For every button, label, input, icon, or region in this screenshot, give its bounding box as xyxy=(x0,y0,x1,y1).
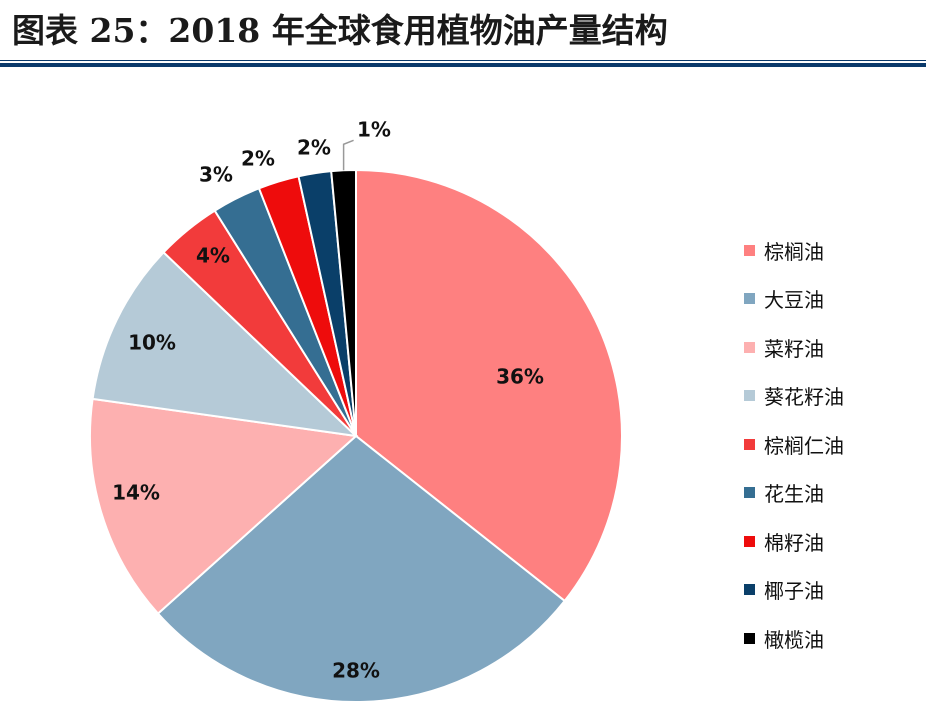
legend-swatch xyxy=(744,487,755,499)
chart-legend: 棕榈油大豆油菜籽油葵花籽油棕榈仁油花生油棉籽油椰子油橄榄油 xyxy=(744,226,924,663)
pie-label-1: 36% xyxy=(496,365,544,389)
legend-swatch xyxy=(744,244,755,256)
legend-label: 橄榄油 xyxy=(764,627,824,652)
chart-title: 图表 25：2018 年全球食用植物油产量结构 xyxy=(12,11,668,50)
legend-label: 葵花籽油 xyxy=(764,385,844,410)
pie-label-2: 28% xyxy=(332,659,380,683)
legend-item-9: 橄榄油 xyxy=(744,614,924,663)
pie-slices xyxy=(89,168,623,703)
legend-item-6: 花生油 xyxy=(744,469,924,518)
leader-line xyxy=(342,139,354,171)
legend-swatch xyxy=(744,632,755,644)
pie-label-9: 1% xyxy=(357,118,391,142)
legend-swatch xyxy=(744,341,755,353)
pie-slice-3 xyxy=(89,397,359,615)
pie-label-7: 2% xyxy=(241,147,275,171)
legend-item-7: 棉籽油 xyxy=(744,517,924,566)
legend-item-5: 棕榈仁油 xyxy=(744,420,924,469)
legend-label: 花生油 xyxy=(764,482,824,507)
legend-label: 椰子油 xyxy=(764,579,824,604)
legend-swatch xyxy=(744,390,755,402)
legend-label: 棕榈仁油 xyxy=(764,433,844,458)
pie-slice-1 xyxy=(355,168,623,603)
legend-item-3: 菜籽油 xyxy=(744,323,924,372)
title-rule-thin xyxy=(0,60,926,61)
legend-item-1: 棕榈油 xyxy=(744,226,924,275)
legend-label: 棉籽油 xyxy=(764,530,824,555)
legend-label: 菜籽油 xyxy=(764,336,824,361)
pie-label-4: 10% xyxy=(128,331,176,355)
pie-label-8: 2% xyxy=(297,136,331,160)
legend-swatch xyxy=(744,438,755,450)
pie-labels: 36% 28% 14% 10% 4% 3% 2% 2% 1% xyxy=(112,118,544,683)
pie-slice-2 xyxy=(156,434,567,703)
legend-label: 大豆油 xyxy=(764,288,824,313)
legend-swatch xyxy=(744,293,755,305)
legend-item-2: 大豆油 xyxy=(744,275,924,324)
legend-item-4: 葵花籽油 xyxy=(744,372,924,421)
legend-item-8: 椰子油 xyxy=(744,566,924,615)
legend-swatch xyxy=(744,584,755,596)
pie-label-6: 3% xyxy=(199,163,233,187)
legend-label: 棕榈油 xyxy=(764,239,824,264)
legend-swatch xyxy=(744,535,755,547)
pie-label-3: 14% xyxy=(112,481,160,505)
pie-slice-4 xyxy=(91,250,359,438)
title-rule-thick xyxy=(0,63,926,67)
pie-label-5: 4% xyxy=(196,244,230,268)
